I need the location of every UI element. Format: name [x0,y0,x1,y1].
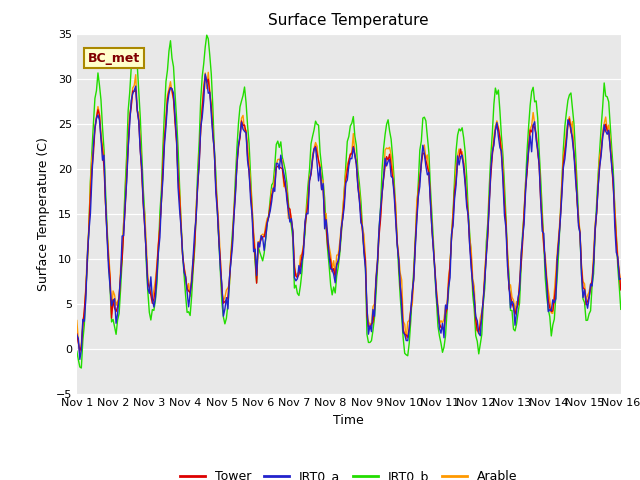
Y-axis label: Surface Temperature (C): Surface Temperature (C) [37,137,50,290]
X-axis label: Time: Time [333,414,364,427]
Text: BC_met: BC_met [88,51,140,65]
Title: Surface Temperature: Surface Temperature [269,13,429,28]
Legend: Tower, IRT0_a, IRT0_b, Arable: Tower, IRT0_a, IRT0_b, Arable [175,465,522,480]
